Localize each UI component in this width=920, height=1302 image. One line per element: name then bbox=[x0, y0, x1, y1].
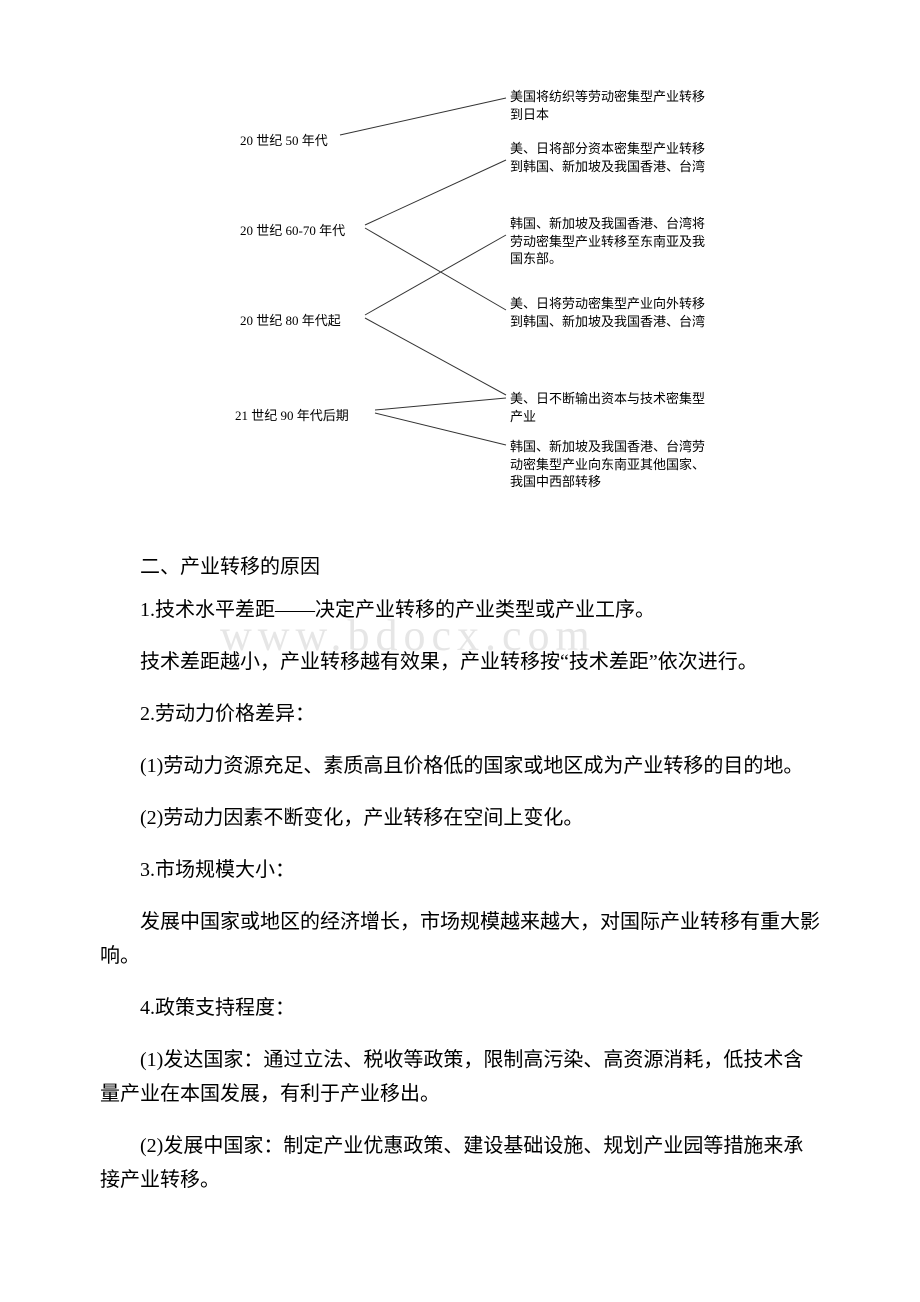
para-7: 发展中国家或地区的经济增长，市场规模越来越大，对国际产业转移有重大影响。 bbox=[100, 905, 820, 973]
para-4: (1)劳动力资源充足、素质高且价格低的国家或地区成为产业转移的目的地。 bbox=[100, 749, 820, 783]
desc-label-6: 韩国、新加坡及我国香港、台湾劳动密集型产业向东南亚其他国家、我国中西部转移 bbox=[510, 438, 710, 491]
para-8: 4.政策支持程度： bbox=[100, 991, 820, 1025]
para-10: (2)发展中国家：制定产业优惠政策、建设基础设施、规划产业园等措施来承接产业转移… bbox=[100, 1129, 820, 1197]
edge bbox=[365, 235, 506, 315]
para-6: 3.市场规模大小： bbox=[100, 853, 820, 887]
para-2: 技术差距越小，产业转移越有效果，产业转移按“技术差距”依次进行。 bbox=[100, 645, 820, 679]
desc-label-3: 韩国、新加坡及我国香港、台湾将劳动密集型产业转移至东南亚及我国东部。 bbox=[510, 215, 710, 268]
industry-transfer-diagram: 20 世纪 50 年代 20 世纪 60-70 年代 20 世纪 80 年代起 … bbox=[180, 80, 740, 520]
para-5: (2)劳动力因素不断变化，产业转移在空间上变化。 bbox=[100, 801, 820, 835]
para-3: 2.劳动力价格差异： bbox=[100, 697, 820, 731]
desc-label-1: 美国将纺织等劳动密集型产业转移到日本 bbox=[510, 88, 710, 123]
time-label-3: 20 世纪 80 年代起 bbox=[240, 310, 341, 329]
time-label-2: 20 世纪 60-70 年代 bbox=[240, 220, 345, 239]
desc-label-2: 美、日将部分资本密集型产业转移到韩国、新加坡及我国香港、台湾 bbox=[510, 140, 710, 175]
edge bbox=[375, 398, 506, 410]
edge bbox=[365, 228, 506, 310]
time-label-1: 20 世纪 50 年代 bbox=[240, 130, 328, 149]
section-2-title: 二、产业转移的原因 bbox=[100, 550, 820, 579]
para-1: 1.技术水平差距——决定产业转移的产业类型或产业工序。 bbox=[100, 593, 820, 627]
edge bbox=[365, 160, 506, 225]
edge bbox=[340, 98, 506, 135]
desc-label-5: 美、日不断输出资本与技术密集型产业 bbox=[510, 390, 710, 425]
desc-label-4: 美、日将劳动密集型产业向外转移到韩国、新加坡及我国香港、台湾 bbox=[510, 295, 710, 330]
time-label-4: 21 世纪 90 年代后期 bbox=[235, 405, 349, 424]
edge bbox=[375, 413, 506, 445]
para-9: (1)发达国家：通过立法、税收等政策，限制高污染、高资源消耗，低技术含量产业在本… bbox=[100, 1043, 820, 1111]
edge bbox=[365, 318, 506, 395]
